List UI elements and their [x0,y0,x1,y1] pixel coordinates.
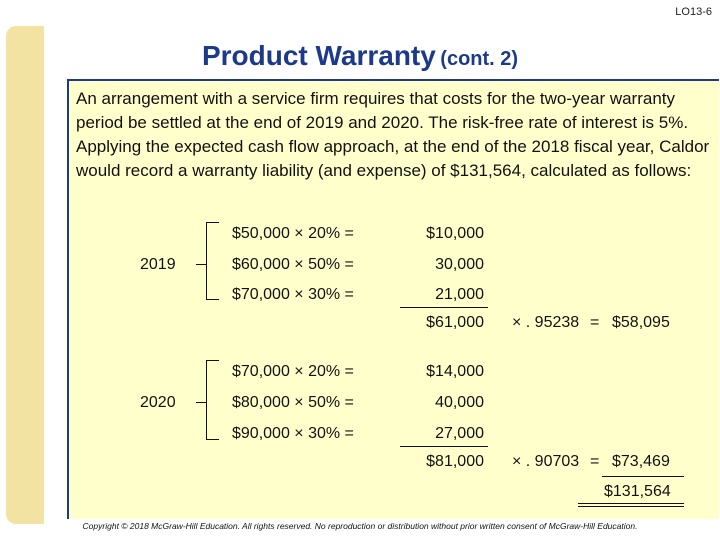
amount-cell: 27,000 [435,425,484,442]
bracket-tick-2020 [196,402,206,403]
calc-row: $60,000 × 50% = [232,256,354,273]
calc-row: $70,000 × 30% = [232,286,354,303]
year-label-2020: 2020 [140,394,176,411]
present-value-2020: $73,469 [612,453,670,470]
copyright-footer: Copyright © 2018 McGraw-Hill Education. … [82,521,638,531]
amount-cell: $10,000 [426,225,484,242]
amount-cell: 21,000 [435,286,484,303]
amount-cell: 40,000 [435,394,484,411]
amount-cell: $14,000 [426,363,484,380]
total-2019: $61,000 [426,314,484,331]
calc-row: $70,000 × 20% = [232,363,354,380]
title-main: Product Warranty [201,40,436,71]
bracket-tick-2019 [196,264,206,265]
calc-row: $90,000 × 30% = [232,425,354,442]
pv-factor-2020: × . 90703 [512,453,580,470]
equals-sign: = [590,453,600,470]
subtotal-underline-2020 [400,446,488,447]
bracket-2020 [206,360,219,440]
amount-cell: 30,000 [435,256,484,273]
year-label-2019: 2019 [140,256,176,273]
present-value-2019: $58,095 [612,314,670,331]
content-panel [67,79,719,519]
pv-factor-2019: × . 95238 [512,314,580,331]
subtotal-underline-2019 [400,307,488,308]
bracket-2019 [206,222,219,300]
total-2020: $81,000 [426,453,484,470]
calc-row: $50,000 × 20% = [232,225,354,242]
title-sub: (cont. 2) [440,48,519,70]
slide-title: Product Warranty (cont. 2) [0,40,720,72]
double-underline-top [578,503,684,504]
left-accent-bar [6,26,44,524]
slide-id: LO13-6 [675,6,712,18]
double-underline-bottom [578,506,684,507]
sum-underline [602,476,684,477]
grand-total: $131,564 [604,483,671,500]
intro-paragraph: An arrangement with a service firm requi… [76,89,710,180]
equals-sign: = [590,314,600,331]
calc-row: $80,000 × 50% = [232,394,354,411]
